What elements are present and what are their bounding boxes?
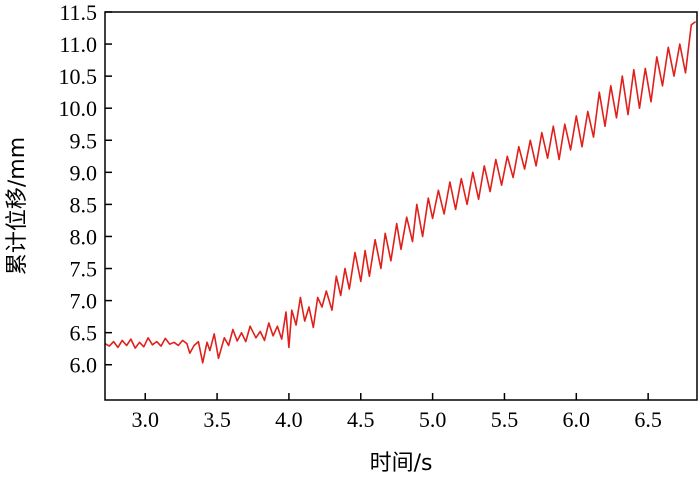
- x-tick-label: 3.5: [203, 407, 231, 432]
- y-axis-title: 累计位移/mm: [5, 137, 30, 275]
- plot-frame: [104, 11, 698, 401]
- x-axis-ticks: 3.0 3.5 4.0 4.5 5.0 5.5 6.0 6.5: [131, 393, 662, 432]
- y-tick-label: 6.5: [70, 321, 98, 346]
- y-tick-label: 9.5: [70, 128, 98, 153]
- x-tick-label: 6.0: [563, 407, 591, 432]
- x-tick-label: 3.0: [131, 407, 159, 432]
- y-tick-label: 11.5: [59, 0, 97, 25]
- y-tick-label: 7.5: [70, 257, 98, 282]
- series-layer: [104, 20, 697, 364]
- x-axis-title: 时间/s: [370, 451, 433, 476]
- x-tick-label: 5.0: [419, 407, 447, 432]
- y-tick-label: 11.0: [59, 32, 97, 57]
- x-tick-label: 5.5: [491, 407, 519, 432]
- x-tick-label: 4.0: [275, 407, 303, 432]
- y-tick-label: 8.0: [70, 224, 98, 249]
- y-tick-label: 9.0: [70, 160, 98, 185]
- x-tick-label: 4.5: [347, 407, 375, 432]
- y-axis-ticks: 6.0 6.5 7.0 7.5 8.0 8.5 9.0 9.5 10.0 10.5 11.0 11.5: [59, 0, 112, 378]
- displacement-series-line: [104, 20, 697, 364]
- x-tick-label: 6.5: [634, 407, 662, 432]
- y-tick-label: 10.5: [59, 64, 98, 89]
- y-tick-label: 7.0: [70, 289, 98, 314]
- y-tick-label: 8.5: [70, 192, 98, 217]
- y-tick-label: 10.0: [59, 96, 98, 121]
- y-tick-label: 6.0: [70, 353, 98, 378]
